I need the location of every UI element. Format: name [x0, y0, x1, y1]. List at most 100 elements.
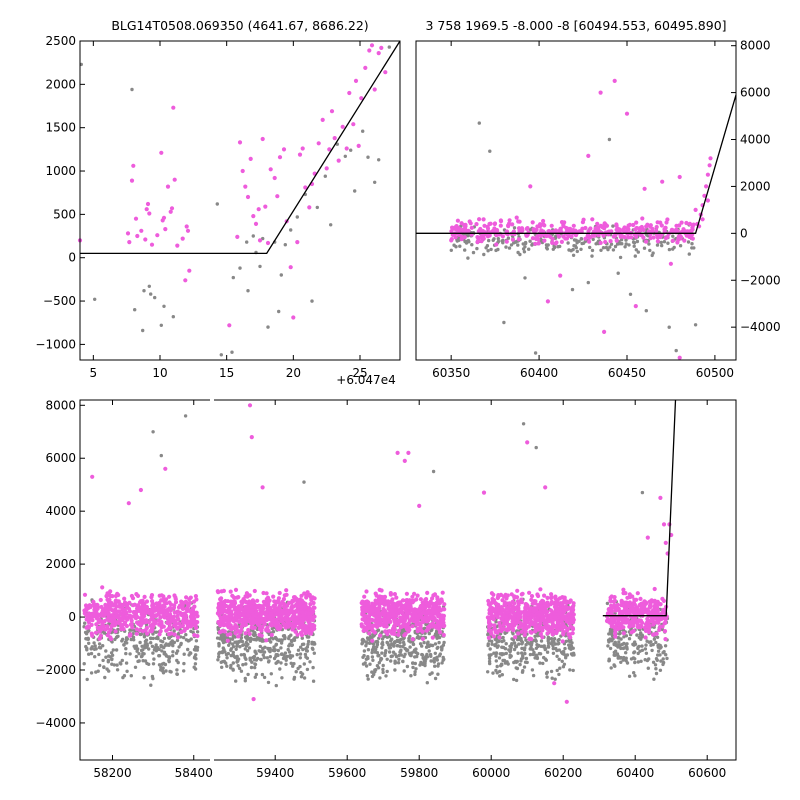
data-point — [495, 615, 500, 620]
data-point — [545, 299, 551, 304]
data-point — [524, 643, 528, 647]
data-point — [168, 617, 173, 622]
data-point — [633, 254, 637, 258]
data-point — [522, 250, 527, 254]
data-point — [557, 637, 561, 642]
data-point — [248, 639, 253, 643]
data-point — [129, 674, 133, 678]
data-point — [231, 645, 236, 649]
data-point — [504, 621, 509, 626]
data-point — [194, 611, 199, 616]
data-point — [541, 218, 546, 224]
data-point — [131, 610, 136, 615]
data-point — [516, 651, 520, 655]
data-point — [253, 662, 257, 666]
data-point — [294, 596, 299, 601]
data-point — [229, 609, 234, 614]
data-point — [409, 674, 413, 678]
data-point — [307, 205, 312, 210]
data-point — [571, 253, 576, 257]
data-point — [175, 613, 180, 618]
data-point — [154, 649, 158, 653]
data-point — [292, 638, 297, 642]
data-point — [145, 201, 151, 207]
data-point — [607, 229, 612, 234]
data-point — [239, 669, 244, 673]
data-point — [184, 224, 189, 229]
data-point — [512, 613, 517, 618]
data-point — [503, 610, 508, 615]
data-point — [609, 666, 613, 670]
data-point — [563, 236, 568, 241]
data-point — [260, 136, 265, 142]
data-point — [496, 247, 500, 252]
data-point — [312, 651, 316, 655]
data-point — [96, 669, 100, 673]
data-point — [635, 239, 640, 244]
data-point — [548, 608, 554, 613]
data-point — [289, 639, 294, 643]
data-point — [260, 672, 265, 677]
data-point — [370, 608, 375, 613]
data-point — [187, 268, 192, 273]
x-tick-labels: 60350 60400 60450 60500 — [432, 41, 734, 380]
data-point — [288, 265, 293, 270]
data-point — [488, 661, 492, 666]
data-point — [657, 643, 661, 647]
y-tick-label: 2000 — [740, 179, 771, 193]
data-point — [631, 240, 636, 244]
data-point — [366, 677, 370, 681]
data-point — [229, 663, 233, 668]
data-point — [106, 658, 111, 663]
data-point — [423, 616, 428, 621]
data-point — [170, 639, 174, 643]
data-point — [571, 604, 576, 609]
data-point — [487, 656, 492, 661]
data-point — [173, 597, 178, 602]
data-point — [162, 645, 166, 650]
data-point — [549, 594, 554, 600]
data-point — [129, 178, 135, 183]
y-tick-label: 6000 — [740, 86, 771, 100]
data-point — [272, 175, 277, 181]
data-point — [249, 609, 254, 614]
data-point — [309, 615, 314, 620]
data-point — [312, 641, 316, 645]
data-point — [537, 612, 542, 618]
data-point — [492, 221, 498, 226]
data-point — [569, 234, 574, 239]
data-point — [430, 610, 435, 615]
data-point — [165, 620, 170, 625]
data-point — [567, 618, 572, 623]
data-point — [586, 280, 590, 285]
data-point — [405, 649, 409, 653]
data-point — [668, 261, 674, 266]
data-point — [514, 644, 519, 648]
data-point — [366, 625, 371, 631]
data-point — [266, 628, 271, 633]
data-point — [250, 625, 255, 631]
data-point — [431, 469, 436, 474]
data-point — [634, 248, 638, 252]
data-point — [172, 632, 177, 637]
data-point — [599, 248, 603, 252]
data-point — [151, 651, 155, 655]
x-offset-label: +6.047e4 — [336, 373, 395, 387]
data-point — [510, 222, 515, 227]
data-point — [502, 658, 507, 663]
data-point — [440, 648, 444, 652]
data-point — [555, 654, 559, 658]
data-point — [161, 640, 165, 644]
data-point — [687, 233, 692, 239]
x-tick-label: 60200 — [544, 766, 582, 780]
data-point — [369, 43, 375, 48]
data-point — [486, 249, 490, 253]
data-point — [529, 621, 535, 627]
data-point — [570, 287, 575, 292]
data-point — [257, 614, 262, 619]
data-point — [512, 226, 517, 230]
data-point — [135, 620, 140, 625]
data-point — [414, 622, 419, 627]
y-tick-label: −2000 — [740, 273, 781, 287]
data-point — [426, 640, 430, 644]
